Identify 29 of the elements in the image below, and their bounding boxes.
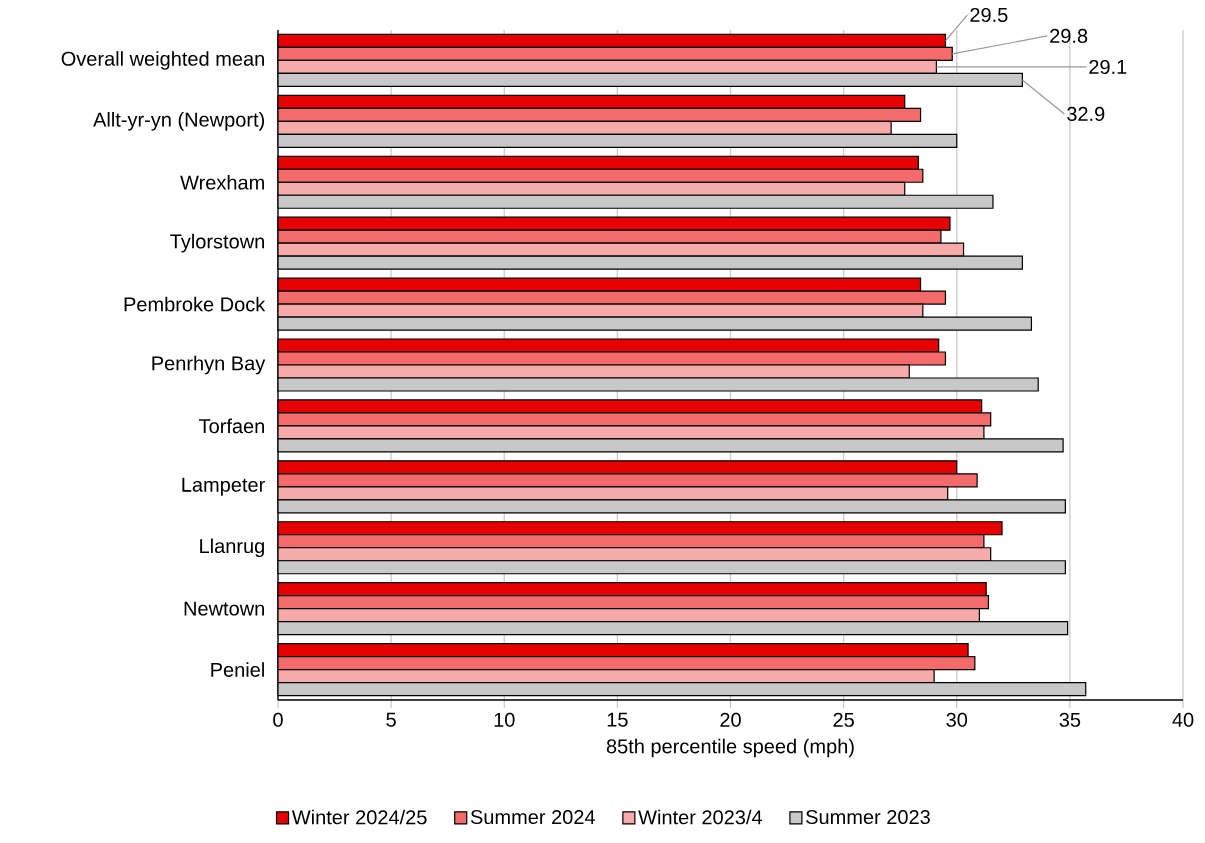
legend-label: Winter 2023/4: [638, 809, 763, 825]
x-tick-label: 40: [1172, 712, 1194, 727]
legend-label: Winter 2024/25: [291, 809, 427, 825]
legend-label: Summer 2024: [470, 809, 595, 825]
x-tick-label: 35: [1059, 712, 1081, 727]
y-tick-label: Wrexham: [180, 174, 264, 190]
y-tick-label: Allt-yr-yn (Newport): [93, 112, 265, 131]
y-tick-label: Pembroke Dock: [124, 296, 266, 312]
x-axis-title: 85th percentile speed (mph): [606, 738, 854, 758]
y-tick-label: Lampeter: [182, 477, 265, 496]
x-tick-label: 20: [720, 712, 741, 727]
y-tick-label: Torfaen: [199, 418, 265, 434]
x-tick-label: 25: [833, 712, 854, 727]
data-label: 29.5: [970, 7, 1008, 23]
x-tick-label: 30: [946, 712, 968, 727]
y-tick-label: Tylorstown: [170, 233, 264, 253]
y-tick-label: Penrhyn Bay: [152, 355, 266, 375]
legend-label: Summer 2023: [806, 809, 930, 825]
y-tick-label: Peniel: [211, 662, 264, 677]
data-label: 29.8: [1050, 28, 1088, 44]
x-tick-label: 15: [607, 712, 628, 727]
data-label: 29.1: [1089, 59, 1127, 75]
x-tick-label: 0: [273, 712, 283, 727]
data-label: 32.9: [1067, 106, 1105, 122]
y-tick-label: Overall weighted mean: [61, 51, 264, 70]
y-tick-label: Llanrug: [200, 538, 264, 558]
x-tick-label: 10: [494, 712, 515, 727]
x-tick-label: 5: [386, 712, 396, 727]
y-tick-label: Newtown: [184, 601, 264, 616]
